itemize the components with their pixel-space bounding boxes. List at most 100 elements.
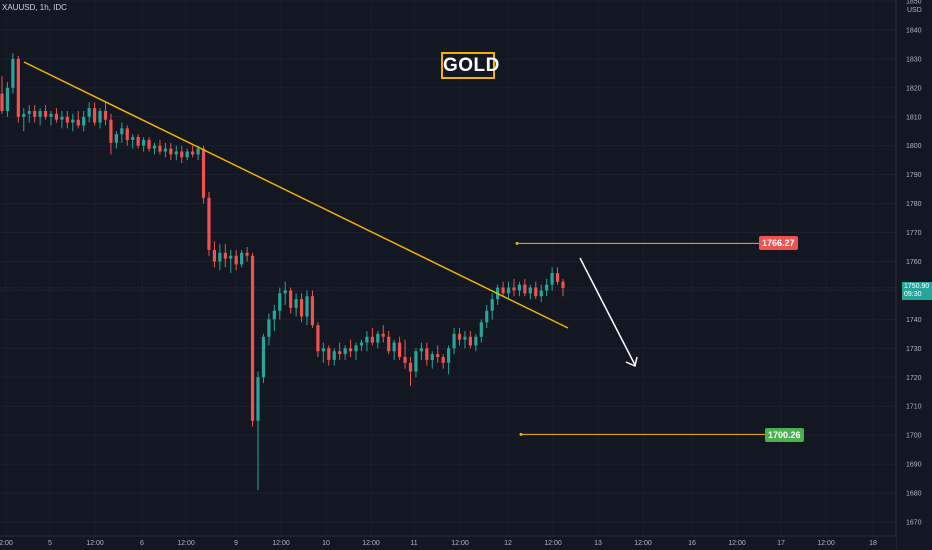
time-tick-label: 18 [869,540,877,547]
candle-body [348,348,353,352]
time-tick-label: 12:00 [728,540,746,547]
time-tick-label: 5 [48,540,52,547]
candle-body [289,290,293,308]
candle-body [82,116,86,126]
resistance-line-anchor[interactable] [515,241,519,245]
candle-body [501,287,505,294]
candle-body [169,148,173,155]
candle-body [0,93,4,111]
candle-body [370,336,374,343]
candle-body [71,119,75,123]
candle-body [207,197,211,250]
time-tick-label: 9 [234,540,238,547]
time-tick-label: 13 [594,540,602,547]
time-tick-label: 12:00 [86,540,104,547]
candle-body [354,345,358,352]
candle-body [131,137,135,140]
price-tick-label: 1780 [906,201,922,208]
time-tick-label: 12:00 [177,540,195,547]
time-axis-panel[interactable] [0,536,896,550]
time-tick-label: 12 [504,540,512,547]
time-tick-label: 12:00 [544,540,562,547]
candle-body [305,296,309,317]
price-tick-label: 1790 [906,172,922,179]
candle-body [103,110,108,120]
price-tick-label: 1730 [906,346,922,353]
candle-body [5,87,10,111]
candle-body [163,148,167,152]
price-tick-label: 1680 [906,491,922,498]
gold-annotation-box: GOLD [441,52,499,79]
projection-arrow-head [625,356,638,368]
current-price-value: 1750.90 [904,283,930,290]
candle-body [403,357,407,363]
candle-body [158,145,162,152]
candle-body [523,284,527,294]
candle-body [392,342,396,352]
time-tick-label: 6 [140,540,144,547]
candle-body [485,310,489,323]
candle-body [98,110,102,123]
price-tick-label: 1820 [906,85,922,92]
price-tick-label: 1700 [906,433,922,440]
time-tick-label: 2:00 [0,540,13,547]
candle-body [512,287,516,291]
candle-body [22,113,26,117]
candle-body [201,148,206,198]
candle-body [180,151,184,158]
price-tick-label: 1810 [906,114,922,121]
time-tick-label: 12:00 [362,540,380,547]
candle-body [229,255,233,259]
candle-body [408,362,413,372]
price-axis-panel[interactable] [896,0,932,550]
candlestick-series [0,53,565,491]
candle-body [534,287,538,297]
candle-body [38,110,42,117]
candle-body [92,108,97,123]
candle-body [490,299,494,311]
support-line-anchor[interactable] [519,432,523,436]
candle-body [381,333,385,337]
grid-lines [0,0,896,523]
candle-body [555,273,560,282]
candle-body [479,322,483,337]
candle-body [550,273,554,285]
candle-body [528,287,532,294]
candle-body [136,137,140,146]
candle-body [283,290,287,294]
candle-body [174,151,178,155]
candle-body [327,348,331,360]
current-price-badge: 1750.90 09:30 [902,282,932,300]
candle-body [447,348,451,363]
price-tick-label: 1830 [906,56,922,63]
candle-body [517,284,522,291]
projection-arrow-shaft[interactable] [579,257,636,366]
candle-body [240,252,244,265]
candle-body [343,348,347,355]
candle-body [142,139,146,146]
resistance-level-tag: 1766.27 [759,236,798,250]
candle-body [250,255,255,421]
candle-body [54,113,59,120]
drawing-overlays [23,61,765,436]
time-axis: 2:00 5 12:00 6 12:00 9 12:00 10 12:00 11 12:00 12 12… [0,540,877,547]
candle-body [60,116,64,120]
time-tick-label: 12:00 [272,540,290,547]
candle-body [33,110,37,117]
trendline[interactable] [23,61,569,329]
price-tick-label: 1840 [906,27,922,34]
candle-body [49,113,53,117]
candle-body [463,336,467,340]
candle-body [109,119,113,143]
candle-body [185,151,189,158]
candle-body [468,336,473,346]
candle-body [457,333,462,340]
time-tick-label: 10 [322,540,330,547]
price-tick-label: 1740 [906,317,922,324]
candle-body [212,249,217,262]
symbol-legend[interactable]: XAUUSD, 1h, IDC [2,3,67,12]
candle-body [474,336,478,346]
candle-body [332,351,336,360]
candle-body [76,119,80,126]
